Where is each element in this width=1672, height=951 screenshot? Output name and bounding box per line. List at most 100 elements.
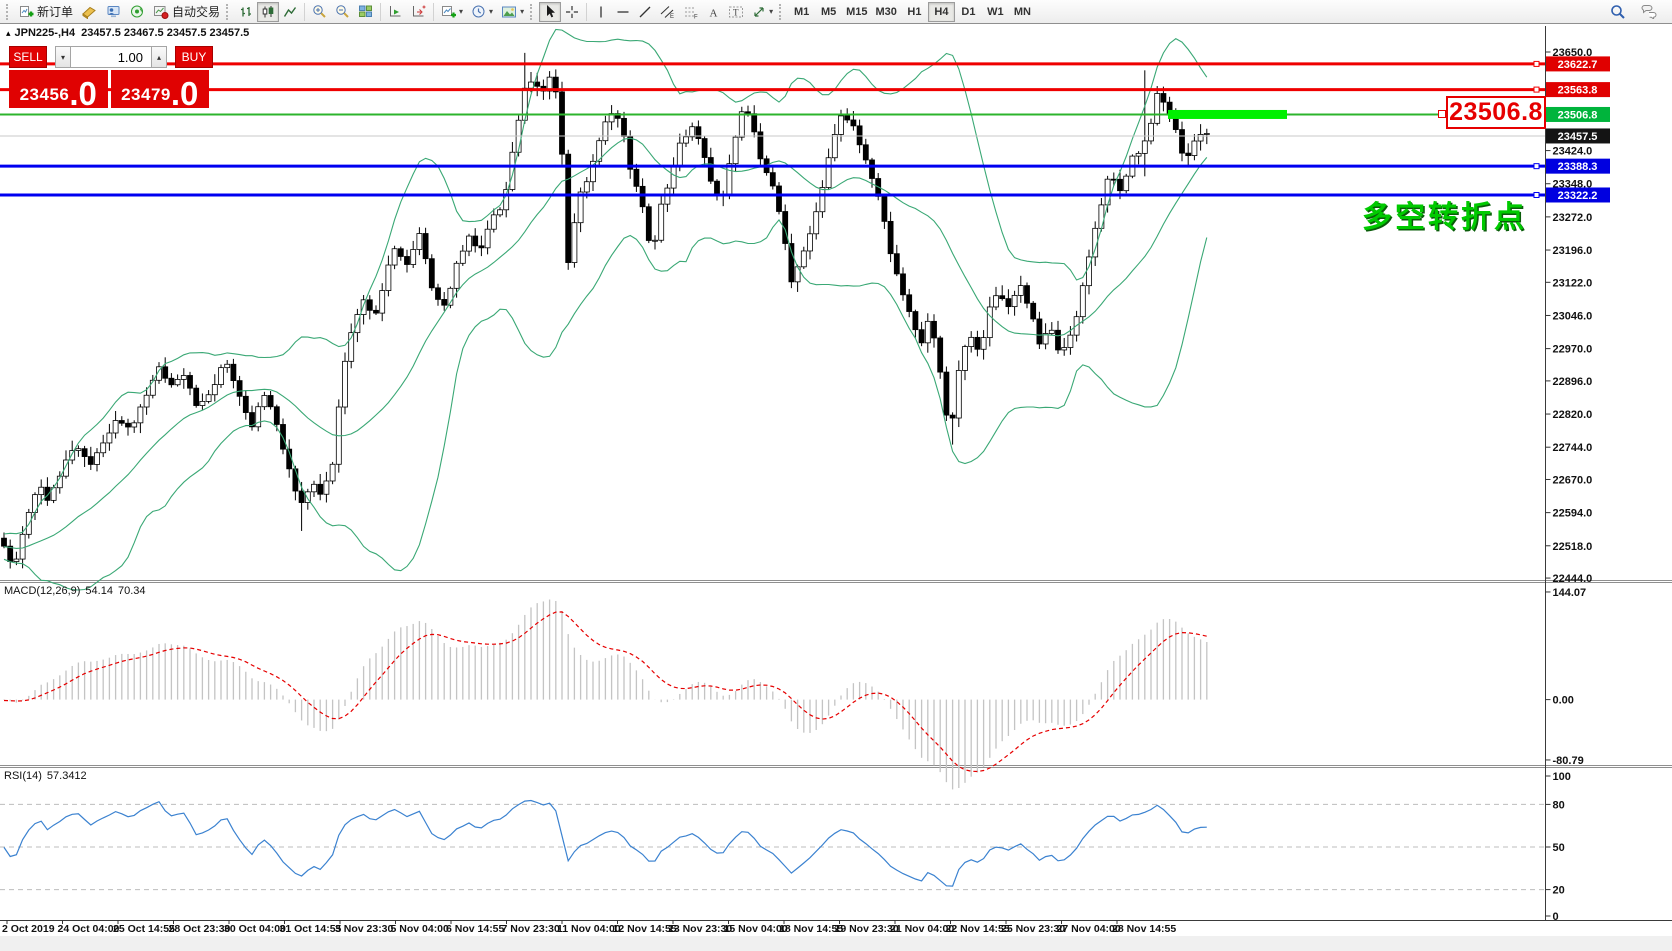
horizontal-line-icon	[617, 10, 629, 13]
svg-text:23388.3: 23388.3	[1558, 161, 1598, 173]
svg-text:20: 20	[1553, 885, 1565, 897]
arrows-dropdown[interactable]: ▾	[748, 2, 777, 22]
svg-text:0.00: 0.00	[1553, 695, 1574, 707]
svg-text:23322.2: 23322.2	[1558, 190, 1598, 202]
svg-text:28 Nov 14:55: 28 Nov 14:55	[1112, 923, 1176, 935]
auto-scroll-button[interactable]	[384, 2, 407, 22]
toolbar-separator	[380, 2, 382, 21]
tab-timeframe-m30[interactable]: M30	[872, 2, 901, 22]
zoom-in-icon	[313, 5, 326, 18]
svg-text:22444.0: 22444.0	[1553, 573, 1593, 585]
search-button[interactable]	[1606, 2, 1630, 22]
clock-icon	[472, 5, 485, 18]
tab-timeframe-m1[interactable]: M1	[788, 2, 815, 22]
pane-separators	[0, 26, 1672, 951]
svg-text:27 Nov 04:00: 27 Nov 04:00	[1057, 923, 1121, 935]
horizontal-level-lines	[0, 60, 1545, 198]
gold-ingot-icon-button[interactable]	[77, 2, 101, 22]
crosshair-button[interactable]	[561, 2, 583, 22]
trendline-tool[interactable]	[634, 2, 656, 22]
symbol-period-label: JPN225-,H4	[14, 27, 76, 39]
zoom-out-button[interactable]	[331, 2, 354, 22]
cursor-button[interactable]	[539, 1, 562, 22]
zoom-in-button[interactable]	[308, 2, 331, 22]
chat-button[interactable]	[1636, 2, 1662, 22]
text-icon: A	[709, 7, 717, 19]
toolbar-separator	[304, 2, 306, 21]
svg-text:28 Oct 23:30: 28 Oct 23:30	[169, 923, 231, 935]
tab-timeframe-m15[interactable]: M15	[842, 2, 871, 22]
line-chart-icon	[283, 6, 297, 17]
toolbar-grip	[779, 3, 784, 20]
svg-text:21 Nov 04:00: 21 Nov 04:00	[890, 923, 954, 935]
volume-decrease-button[interactable]: ▾	[55, 46, 71, 68]
svg-text:22744.0: 22744.0	[1553, 442, 1593, 454]
new-order-button[interactable]: 新订单	[15, 2, 77, 22]
svg-text:15 Nov 04:00: 15 Nov 04:00	[724, 923, 788, 935]
svg-text:22820.0: 22820.0	[1553, 409, 1593, 421]
price-callout-label[interactable]: 23506.8	[1446, 96, 1546, 129]
templates-dropdown[interactable]: ▾	[497, 2, 528, 22]
equidistant-channel-tool[interactable]: E	[656, 2, 679, 22]
svg-text:6 Nov 14:55: 6 Nov 14:55	[446, 923, 505, 935]
volume-increase-button[interactable]: ▴	[151, 46, 167, 68]
svg-text:A: A	[709, 7, 717, 19]
auto-scroll-icon	[390, 6, 401, 17]
tab-timeframe-d1[interactable]: D1	[955, 2, 982, 22]
svg-text:22670.0: 22670.0	[1553, 474, 1593, 486]
svg-text:F: F	[694, 14, 698, 19]
bar-chart-button[interactable]	[235, 2, 257, 22]
tab-timeframe-m5[interactable]: M5	[815, 2, 842, 22]
sell-price-tile[interactable]: 23456.0	[9, 70, 108, 110]
candlestick-chart-button[interactable]	[257, 1, 280, 22]
svg-text:23196.0: 23196.0	[1553, 245, 1593, 257]
tile-windows-button[interactable]	[354, 2, 377, 22]
tab-timeframe-w1[interactable]: W1	[982, 2, 1009, 22]
rsi-pane-label: RSI(14) 57.3412	[4, 770, 87, 782]
buy-price-tile[interactable]: 23479.0	[110, 70, 209, 110]
vertical-line-tool[interactable]	[590, 2, 612, 22]
macd-main-value: 54.14	[85, 585, 113, 597]
svg-text:100: 100	[1553, 771, 1571, 783]
rsi-line	[3, 799, 1207, 887]
collapse-panel-icon[interactable]: ▴	[6, 28, 11, 38]
price-axis: 23650.023424.023348.023272.023196.023122…	[1545, 47, 1593, 923]
macd-pane-label: MACD(12,26,9) 54.14 70.34	[4, 585, 145, 597]
fibonacci-icon: F	[685, 7, 698, 19]
text-label-tool[interactable]: T	[724, 2, 748, 22]
text-tool[interactable]: A	[702, 2, 724, 22]
svg-text:23622.7: 23622.7	[1558, 59, 1598, 71]
svg-text:5 Nov 04:00: 5 Nov 04:00	[391, 923, 450, 935]
autotrading-button[interactable]: 自动交易	[149, 2, 224, 22]
horizontal-line-tool[interactable]	[612, 2, 634, 22]
turning-point-annotation[interactable]: 多空转折点	[1362, 201, 1527, 234]
chart-canvas[interactable]: 23650.023424.023348.023272.023196.023122…	[0, 25, 1672, 951]
new-order-label: 新订单	[37, 5, 74, 19]
svg-text:0: 0	[1553, 911, 1559, 923]
tab-timeframe-mn[interactable]: MN	[1009, 2, 1036, 22]
toolbar-separator	[586, 2, 588, 21]
terminal-icon-button[interactable]	[101, 2, 125, 22]
buy-button[interactable]: BUY	[175, 46, 213, 68]
chevron-down-icon: ▾	[489, 6, 494, 16]
trendline-icon	[639, 6, 651, 17]
channel-icon: E	[660, 5, 674, 19]
new-chart-dropdown[interactable]: ▾	[437, 2, 467, 22]
volume-input[interactable]: 1.00	[71, 46, 151, 68]
tab-timeframe-h1[interactable]: H1	[901, 2, 928, 22]
signals-icon-button[interactable]	[125, 2, 149, 22]
chart-shift-button[interactable]	[407, 2, 430, 22]
cursor-icon	[547, 5, 556, 18]
fibonacci-tool[interactable]: F	[679, 2, 702, 22]
callout-anchor-marker	[1438, 110, 1446, 118]
tab-timeframe-h4[interactable]: H4	[927, 1, 955, 22]
svg-text:22594.0: 22594.0	[1553, 508, 1593, 520]
svg-text:23424.0: 23424.0	[1553, 146, 1593, 158]
bollinger-bands	[3, 28, 1208, 591]
svg-text:24 Oct 04:00: 24 Oct 04:00	[58, 923, 120, 935]
line-chart-button[interactable]	[279, 2, 301, 22]
sell-button[interactable]: SELL	[9, 46, 47, 68]
profiles-dropdown[interactable]: ▾	[467, 2, 497, 22]
svg-text:23563.8: 23563.8	[1558, 85, 1598, 97]
